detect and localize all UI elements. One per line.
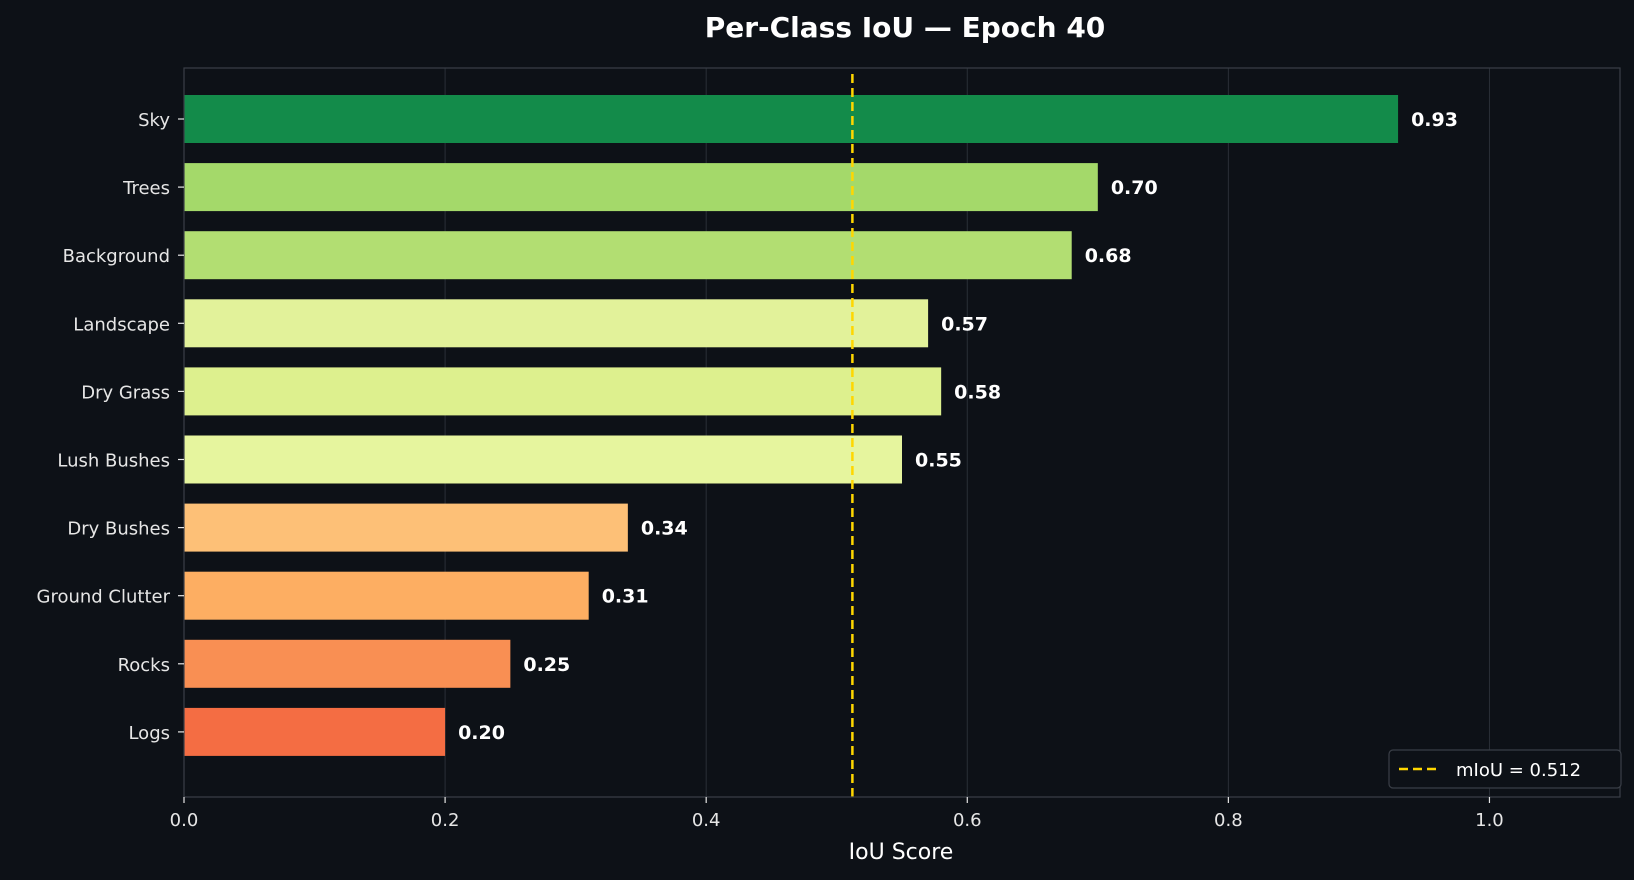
x-tick-layer: 0.0 0.2 0.4 0.6 0.8 1.0 — [170, 797, 1504, 831]
y-tick-label-landscape: Landscape — [73, 314, 170, 335]
value-label-background: 0.68 — [1085, 245, 1132, 267]
y-tick-label-background: Background — [63, 246, 170, 267]
bar-sky — [184, 95, 1399, 143]
y-tick-label-sky: Sky — [138, 110, 170, 131]
x-tick-label: 0.6 — [953, 810, 982, 831]
x-axis-title: IoU Score — [849, 840, 954, 865]
y-tick-label-ground-clutter: Ground Clutter — [37, 587, 171, 608]
bar-logs — [184, 707, 446, 756]
value-label-rocks: 0.25 — [523, 654, 570, 676]
legend-mIoU-label: mIoU = 0.512 — [1456, 760, 1581, 781]
value-label-layer: 0.93 0.70 0.68 0.57 0.58 0.55 0.34 0.31 0.25 0.20 — [458, 109, 1458, 744]
x-tick-label: 1.0 — [1475, 810, 1504, 831]
value-label-dry-grass: 0.58 — [954, 381, 1001, 403]
x-tick-label: 0.8 — [1214, 810, 1243, 831]
value-label-lush-bushes: 0.55 — [915, 450, 962, 472]
x-tick-label: 0.4 — [692, 810, 721, 831]
value-label-trees: 0.70 — [1111, 177, 1158, 199]
legend-box — [1388, 749, 1622, 789]
bar-dry-bushes — [184, 503, 628, 552]
value-label-sky: 0.93 — [1411, 109, 1458, 131]
x-tick-label: 0.2 — [431, 810, 460, 831]
value-label-landscape: 0.57 — [941, 313, 988, 335]
y-tick-label-rocks: Rocks — [118, 655, 170, 676]
value-label-dry-bushes: 0.34 — [641, 518, 688, 540]
y-tick-label-lush-bushes: Lush Bushes — [57, 451, 170, 472]
bar-trees — [184, 163, 1098, 212]
bar-background — [184, 231, 1072, 280]
legend: mIoU = 0.512 — [1388, 749, 1622, 789]
y-tick-label-dry-bushes: Dry Bushes — [67, 519, 170, 540]
axes-frame — [183, 67, 1621, 798]
x-tick-label: 0.0 — [170, 810, 199, 831]
bar-rocks — [184, 639, 511, 688]
bar-ground-clutter — [184, 571, 589, 620]
y-tick-layer: Sky Trees Background Landscape Dry Grass Lush… — [37, 110, 184, 744]
y-tick-label-trees: Trees — [122, 178, 170, 199]
bar-lush-bushes — [184, 435, 902, 484]
bar-dry-grass — [184, 367, 942, 416]
bar-landscape — [184, 299, 929, 348]
y-tick-label-logs: Logs — [128, 723, 170, 744]
value-label-ground-clutter: 0.31 — [602, 586, 649, 608]
y-tick-label-dry-grass: Dry Grass — [81, 382, 170, 403]
chart-title: Per-Class IoU — Epoch 40 — [705, 11, 1106, 44]
bar-layer — [184, 95, 1399, 756]
value-label-logs: 0.20 — [458, 722, 505, 744]
